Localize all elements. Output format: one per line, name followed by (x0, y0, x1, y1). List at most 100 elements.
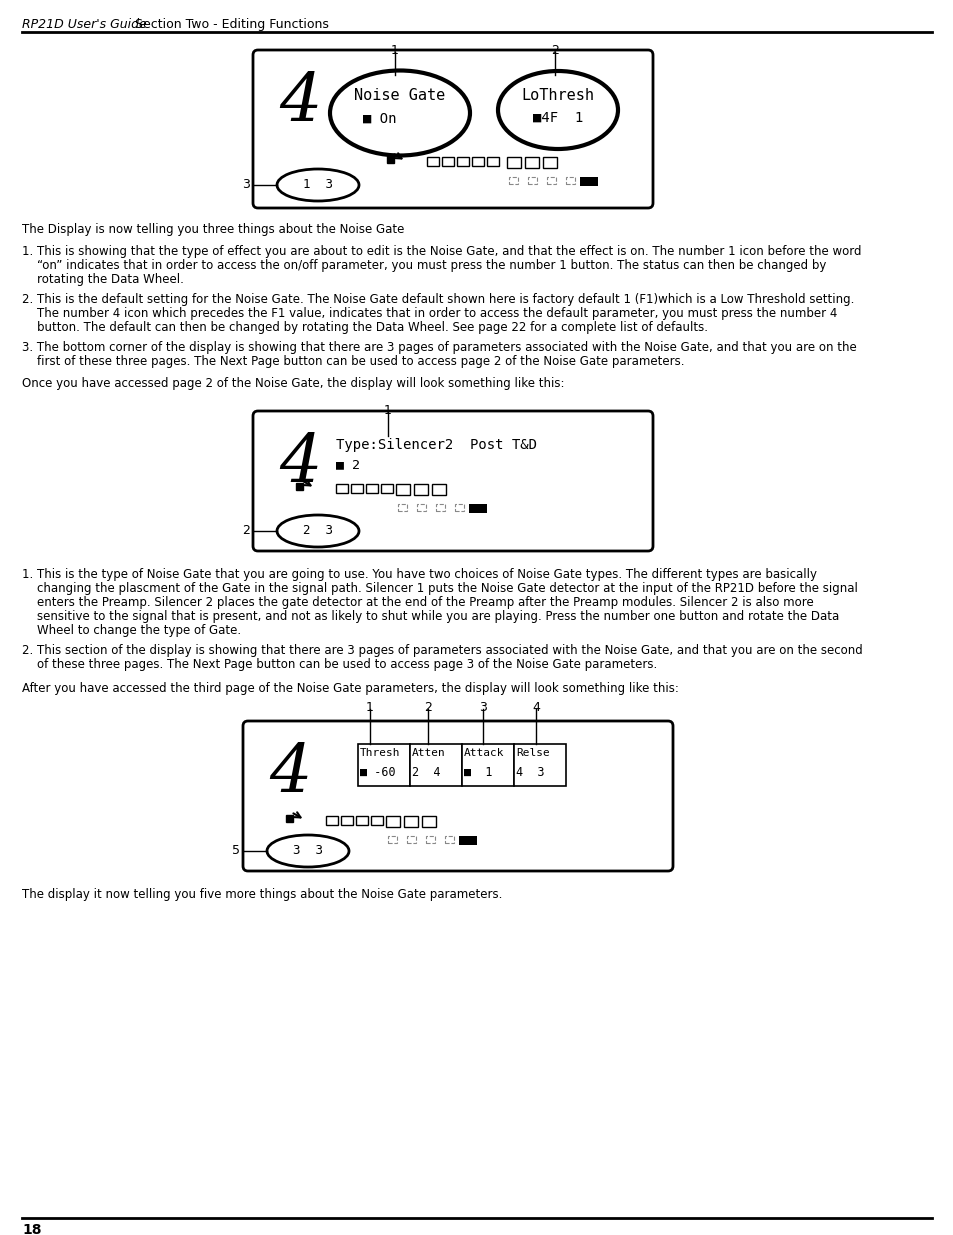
Text: 4: 4 (532, 701, 539, 714)
Bar (403, 816, 417, 827)
Text: 1. This is showing that the type of effect you are about to edit is the Noise Ga: 1. This is showing that the type of effe… (22, 245, 861, 258)
Text: The number 4 icon which precedes the F1 value, indicates that in order to access: The number 4 icon which precedes the F1 … (37, 308, 837, 320)
Text: 1: 1 (384, 404, 392, 417)
Bar (432, 484, 446, 495)
Text: 3: 3 (242, 179, 250, 191)
Text: 5: 5 (232, 845, 240, 857)
Text: first of these three pages. The Next Page button can be used to access page 2 of: first of these three pages. The Next Pag… (37, 354, 684, 368)
Bar (456, 157, 469, 165)
FancyBboxPatch shape (253, 49, 652, 207)
Bar (410, 743, 461, 785)
Bar (514, 743, 565, 785)
Text: ■ On: ■ On (363, 112, 396, 126)
Bar (414, 484, 428, 495)
Text: 1  3: 1 3 (303, 179, 333, 191)
Text: RP21D User's Guide: RP21D User's Guide (22, 19, 147, 31)
Bar (506, 157, 520, 168)
Text: 18: 18 (22, 1223, 42, 1235)
Text: 4: 4 (278, 70, 321, 136)
Text: 3: 3 (478, 701, 486, 714)
Bar (351, 484, 363, 493)
Text: The Display is now telling you three things about the Noise Gate: The Display is now telling you three thi… (22, 224, 404, 236)
Ellipse shape (276, 169, 358, 201)
Bar (295, 483, 303, 490)
Bar (427, 157, 438, 165)
Text: 1. This is the type of Noise Gate that you are going to use. You have two choice: 1. This is the type of Noise Gate that y… (22, 568, 816, 580)
Bar (416, 504, 426, 511)
Text: ■4F  1: ■4F 1 (533, 111, 582, 125)
Bar (407, 836, 416, 844)
Text: 2  4: 2 4 (412, 766, 440, 779)
Bar (579, 177, 598, 186)
Bar (357, 743, 410, 785)
Text: 4: 4 (269, 741, 311, 806)
Text: Wheel to change the type of Gate.: Wheel to change the type of Gate. (37, 624, 241, 637)
Text: enters the Preamp. Silencer 2 places the gate detector at the end of the Preamp : enters the Preamp. Silencer 2 places the… (37, 597, 813, 609)
Text: 2  3: 2 3 (303, 525, 333, 537)
Text: 2. This is the default setting for the Noise Gate. The Noise Gate default shown : 2. This is the default setting for the N… (22, 293, 854, 306)
Text: sensitive to the signal that is present, and not as likely to shut while you are: sensitive to the signal that is present,… (37, 610, 839, 622)
Bar (426, 836, 435, 844)
Text: 1: 1 (366, 701, 374, 714)
Text: 2: 2 (551, 44, 558, 57)
Text: ■  1: ■ 1 (463, 766, 492, 779)
Bar (486, 157, 498, 165)
Ellipse shape (497, 70, 618, 149)
Bar (444, 836, 454, 844)
Text: Once you have accessed page 2 of the Noise Gate, the display will look something: Once you have accessed page 2 of the Noi… (22, 377, 564, 390)
Bar (395, 484, 410, 495)
Bar (386, 816, 399, 827)
Text: 4: 4 (278, 431, 321, 496)
Text: Atten: Atten (412, 748, 445, 758)
Bar (546, 177, 556, 184)
Bar (509, 177, 517, 184)
Bar (371, 816, 382, 825)
Text: Thresh: Thresh (359, 748, 400, 758)
Text: The display it now telling you five more things about the Noise Gate parameters.: The display it now telling you five more… (22, 888, 502, 902)
Text: 2: 2 (242, 525, 250, 537)
FancyBboxPatch shape (253, 411, 652, 551)
Bar (469, 504, 486, 513)
Bar (441, 157, 454, 165)
Bar (458, 836, 476, 845)
Bar (565, 177, 575, 184)
Bar (387, 156, 394, 163)
Text: Relse: Relse (516, 748, 549, 758)
Text: 3. The bottom corner of the display is showing that there are 3 pages of paramet: 3. The bottom corner of the display is s… (22, 341, 856, 354)
Bar (397, 504, 407, 511)
Text: changing the plascment of the Gate in the signal path. Silencer 1 puts the Noise: changing the plascment of the Gate in th… (37, 582, 857, 595)
Text: 4  3: 4 3 (516, 766, 544, 779)
Text: rotating the Data Wheel.: rotating the Data Wheel. (37, 273, 184, 287)
Bar (340, 816, 353, 825)
Text: ■ -60: ■ -60 (359, 766, 395, 779)
Bar (542, 157, 557, 168)
Bar (524, 157, 538, 168)
Text: 2. This section of the display is showing that there are 3 pages of parameters a: 2. This section of the display is showin… (22, 643, 862, 657)
Bar (380, 484, 393, 493)
Text: “on” indicates that in order to access the on/off parameter, you must press the : “on” indicates that in order to access t… (37, 259, 825, 272)
Text: 1: 1 (391, 44, 398, 57)
Text: Attack: Attack (463, 748, 504, 758)
Bar (335, 484, 348, 493)
Bar (421, 816, 436, 827)
Text: 2: 2 (424, 701, 432, 714)
Text: 3  3: 3 3 (293, 845, 323, 857)
Ellipse shape (276, 515, 358, 547)
Bar (461, 743, 514, 785)
Text: Noise Gate: Noise Gate (354, 88, 445, 103)
Text: Type:Silencer2  Post T&D: Type:Silencer2 Post T&D (335, 438, 537, 452)
Text: LoThresh: LoThresh (521, 88, 594, 103)
Bar (355, 816, 368, 825)
Text: After you have accessed the third page of the Noise Gate parameters, the display: After you have accessed the third page o… (22, 682, 679, 695)
FancyBboxPatch shape (243, 721, 672, 871)
Ellipse shape (330, 70, 470, 156)
Bar (286, 815, 293, 823)
Bar (472, 157, 483, 165)
Text: Section Two - Editing Functions: Section Two - Editing Functions (135, 19, 329, 31)
Bar (527, 177, 537, 184)
Bar (455, 504, 463, 511)
Bar (326, 816, 337, 825)
Bar (388, 836, 396, 844)
Text: ■ 2: ■ 2 (335, 458, 359, 471)
Text: button. The default can then be changed by rotating the Data Wheel. See page 22 : button. The default can then be changed … (37, 321, 707, 333)
